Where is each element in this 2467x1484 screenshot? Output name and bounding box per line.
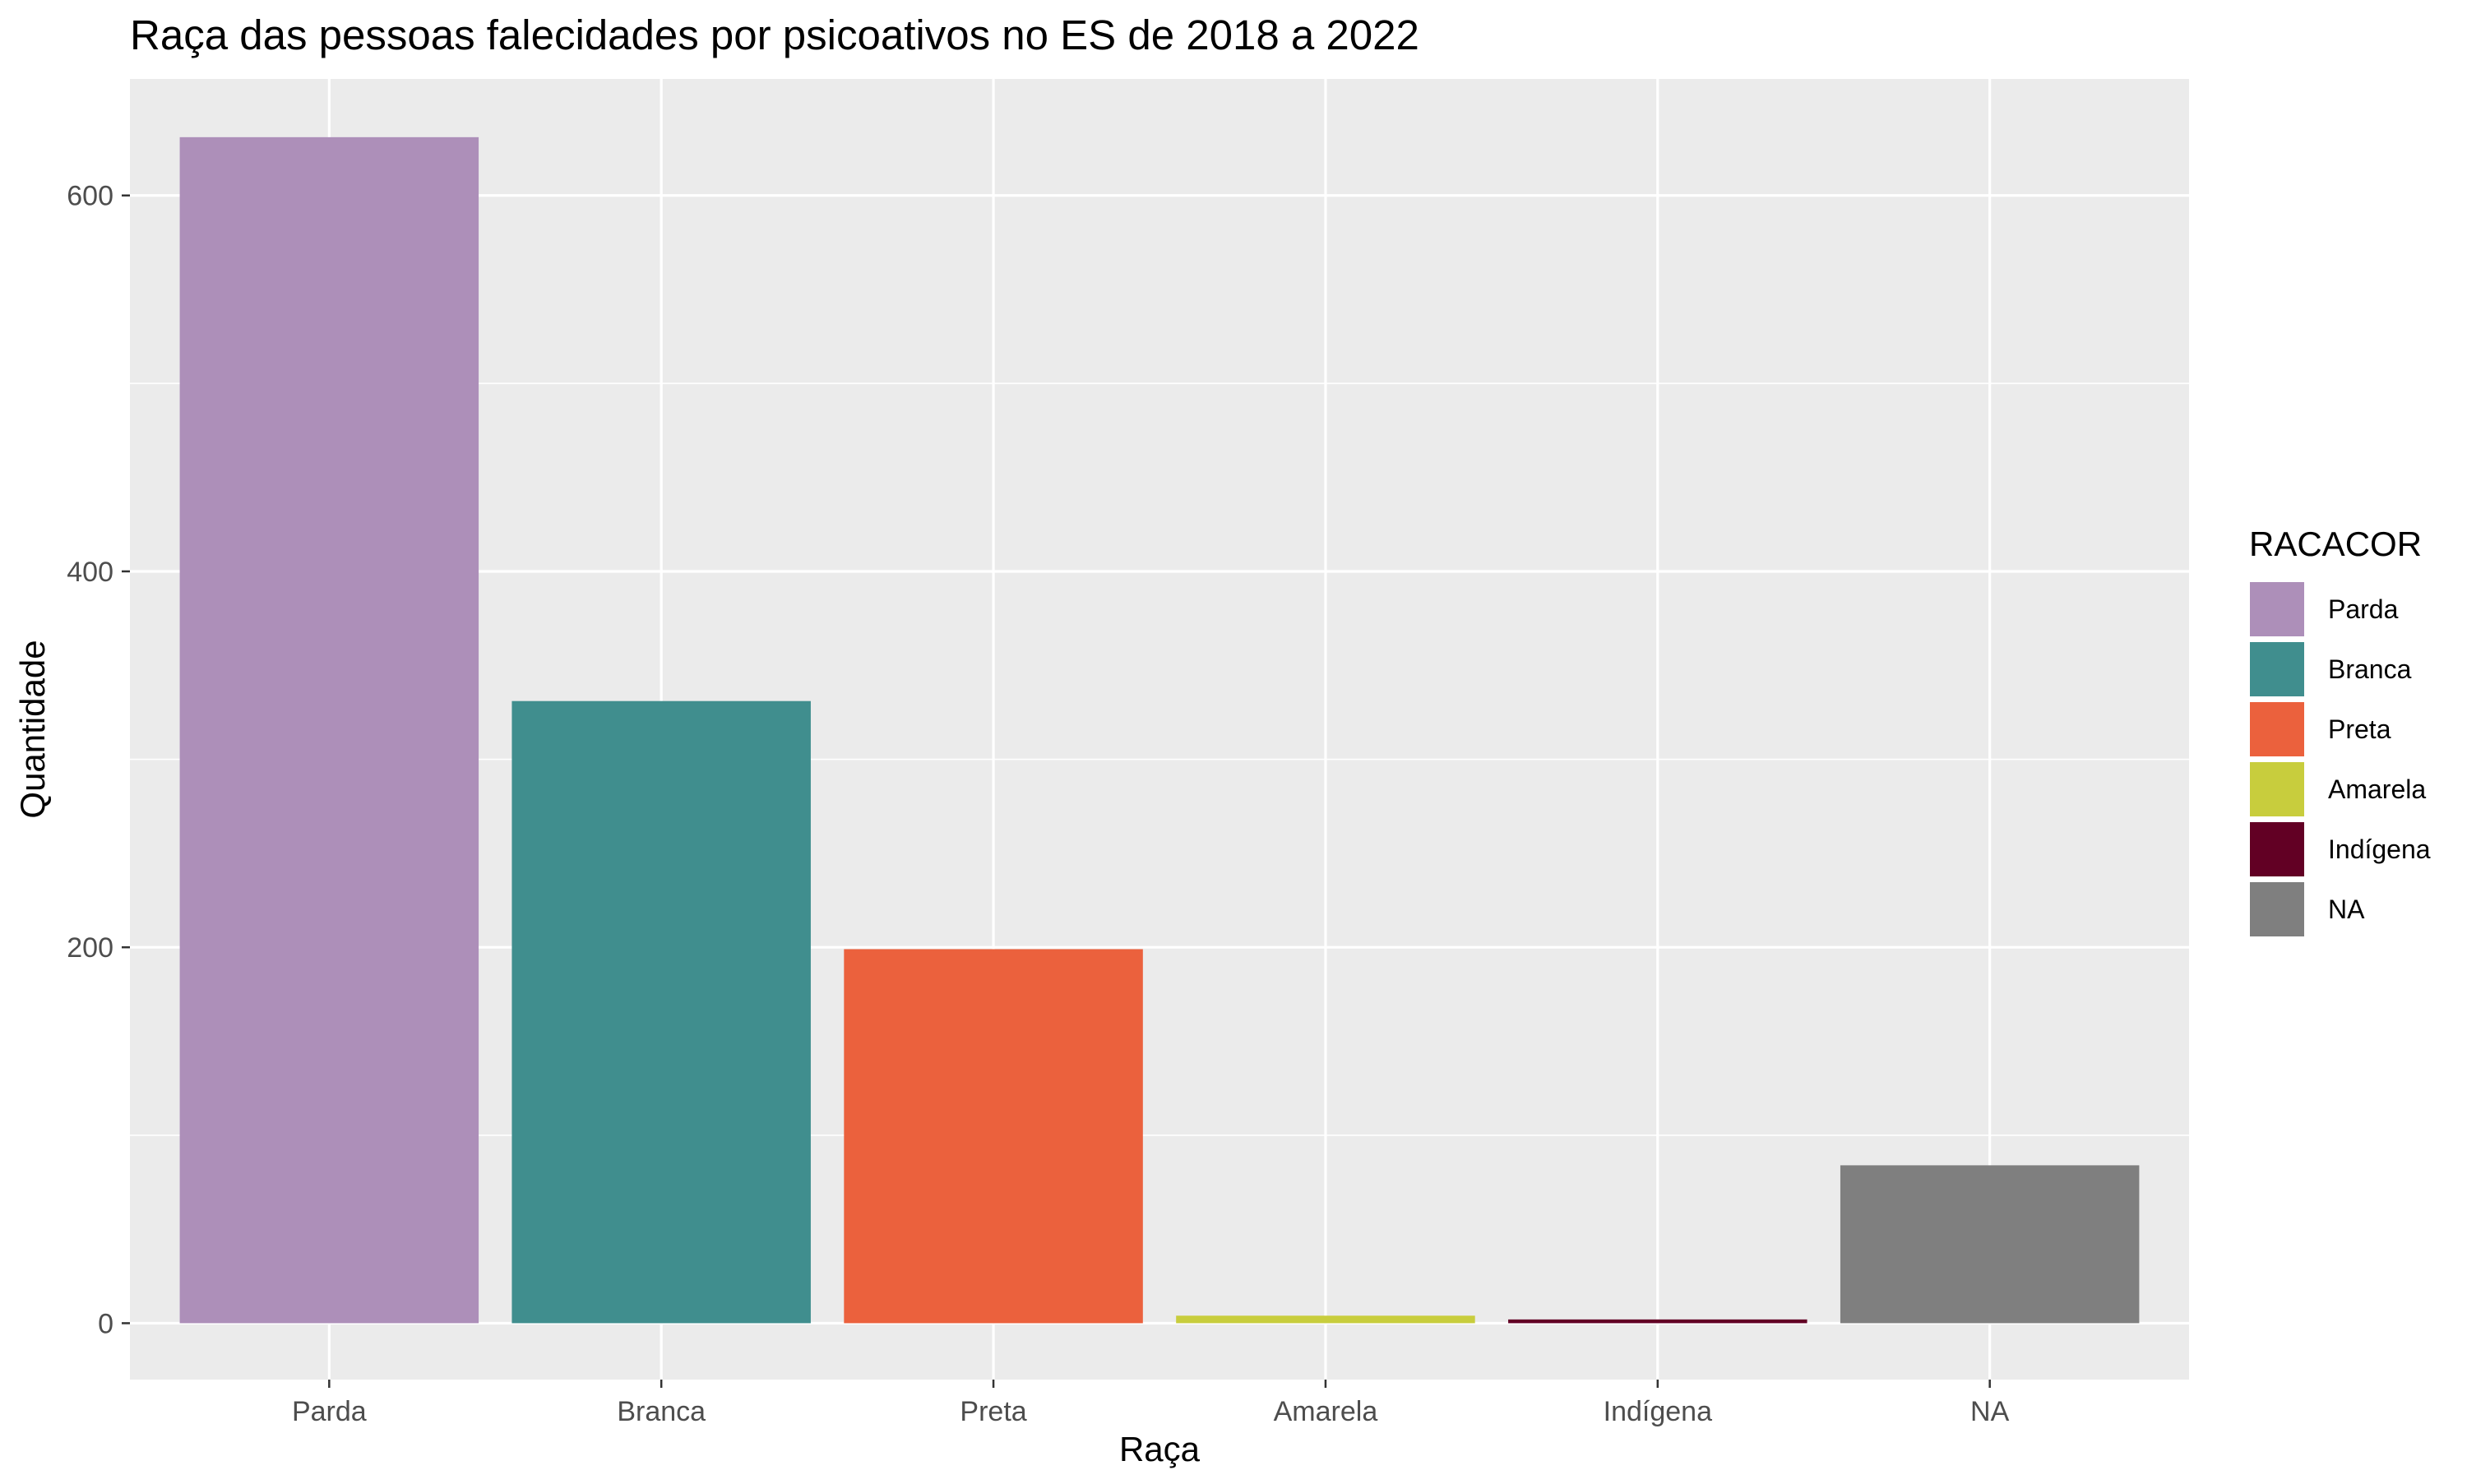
legend-key: [2248, 700, 2306, 758]
bar: [844, 949, 1143, 1324]
chart-title: Raça das pessoas falecidades por psicoat…: [130, 12, 1419, 58]
bar: [1176, 1315, 1475, 1324]
legend-title: RACACOR: [2249, 525, 2422, 563]
bar: [179, 136, 479, 1324]
legend-label: Branca: [2328, 654, 2412, 684]
bar: [1508, 1319, 1807, 1324]
legend-key: [2248, 760, 2306, 818]
x-tick-label: NA: [1970, 1396, 2010, 1427]
bar: [511, 700, 811, 1324]
y-tick-label: 0: [98, 1308, 113, 1339]
axes: 0 200 400 600 Parda Branca Preta Amarela Indígen…: [67, 181, 2009, 1427]
x-tick-label: Preta: [960, 1396, 1026, 1427]
legend-key: [2248, 640, 2306, 698]
x-tick-label: Branca: [617, 1396, 706, 1427]
x-tick-label: Indígena: [1604, 1396, 1712, 1427]
legend-label: Parda: [2328, 594, 2399, 624]
bars: [179, 136, 2140, 1324]
x-tick-label: Amarela: [1274, 1396, 1378, 1427]
legend-key: [2248, 580, 2306, 638]
legend-label: NA: [2328, 895, 2365, 924]
legend: RACACOR Parda Branca Preta Amarela Indígena N…: [2248, 525, 2431, 938]
x-axis-title: Raça: [1119, 1430, 1201, 1468]
x-tick-label: Parda: [292, 1396, 367, 1427]
legend-label: Amarela: [2328, 774, 2426, 804]
y-axis-title: Quantidade: [13, 640, 52, 818]
y-tick-label: 200: [67, 932, 113, 964]
legend-key: [2248, 881, 2306, 938]
legend-key: [2248, 821, 2306, 878]
legend-label: Indígena: [2328, 834, 2431, 864]
legend-label: Preta: [2328, 714, 2391, 744]
bar: [1840, 1165, 2140, 1324]
y-tick-label: 600: [67, 181, 113, 212]
y-tick-label: 400: [67, 557, 113, 588]
